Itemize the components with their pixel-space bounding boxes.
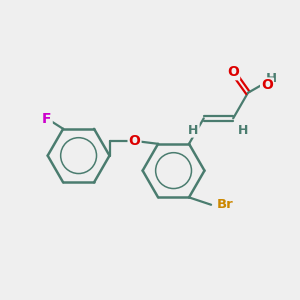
Text: O: O <box>129 134 140 148</box>
Text: Br: Br <box>217 198 234 211</box>
Text: O: O <box>227 65 239 79</box>
Text: O: O <box>261 79 273 92</box>
Text: H: H <box>238 124 249 136</box>
Text: F: F <box>42 112 52 125</box>
Text: H: H <box>266 72 277 85</box>
Text: H: H <box>188 124 199 136</box>
